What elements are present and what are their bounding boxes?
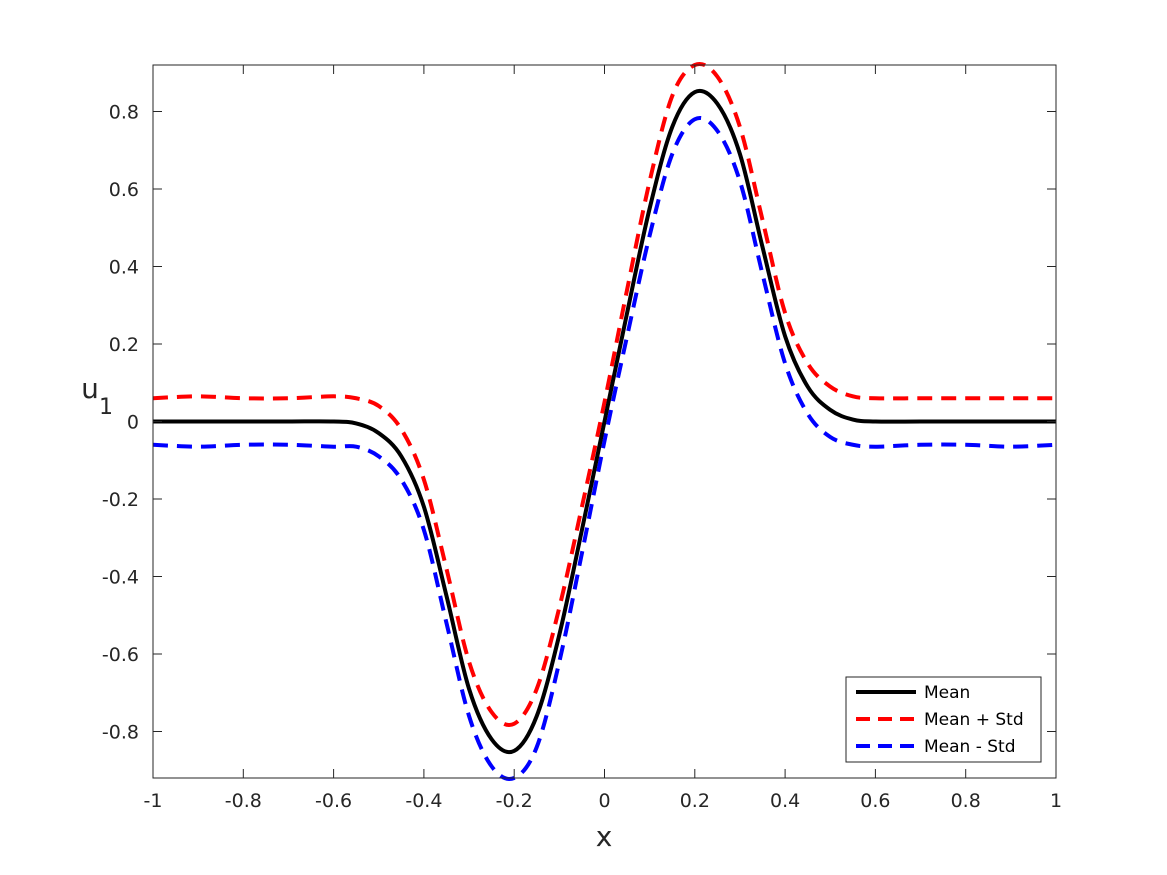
series-layer [152, 62, 1057, 781]
y-tick-label: 0.6 [109, 179, 139, 201]
y-tick-label: 0.2 [109, 334, 139, 356]
y-axis-label-subscript: 1 [99, 395, 113, 420]
series-line-mean [153, 88, 1056, 755]
x-axis-ticks: -1 -0.8 -0.6 -0.4 -0.2 0 0.2 0.4 0.6 0.8 1 [144, 65, 1062, 812]
y-axis-ticks: -0.8 -0.6 -0.4 -0.2 0 0.2 0.4 0.6 0.8 [102, 102, 1056, 744]
x-tick-label: 0.4 [770, 790, 800, 812]
x-axis-label: x [596, 820, 613, 853]
series-line-mean-std [152, 62, 1056, 728]
y-tick-label: -0.8 [102, 722, 139, 744]
legend-label: Mean - Std [924, 737, 1016, 757]
y-axis-label: u 1 [81, 372, 113, 420]
x-tick-label: -0.8 [225, 790, 262, 812]
y-tick-label: -0.2 [102, 489, 139, 511]
y-tick-label: 0.4 [109, 257, 139, 279]
legend: Mean Mean + Std Mean - Std [845, 676, 1042, 763]
x-tick-label: 0.2 [680, 790, 710, 812]
x-tick-label: 0.6 [860, 790, 890, 812]
x-tick-label: -0.6 [315, 790, 352, 812]
legend-items: Mean Mean + Std Mean - Std [856, 683, 1024, 757]
y-axis-label-main: u [81, 372, 99, 405]
series-line-mean-std [152, 115, 1057, 781]
y-tick-label: 0 [127, 412, 139, 434]
x-tick-label: 1 [1050, 790, 1062, 812]
x-tick-label: -0.4 [405, 790, 442, 812]
x-tick-label: 0.8 [951, 790, 981, 812]
x-tick-label: -1 [144, 790, 163, 812]
y-tick-label: -0.6 [102, 644, 139, 666]
x-tick-label: -0.2 [496, 790, 533, 812]
legend-label: Mean [924, 683, 970, 703]
x-tick-label: 0 [598, 790, 610, 812]
y-tick-label: -0.4 [102, 567, 139, 589]
y-tick-label: 0.8 [109, 102, 139, 124]
legend-label: Mean + Std [924, 710, 1024, 730]
